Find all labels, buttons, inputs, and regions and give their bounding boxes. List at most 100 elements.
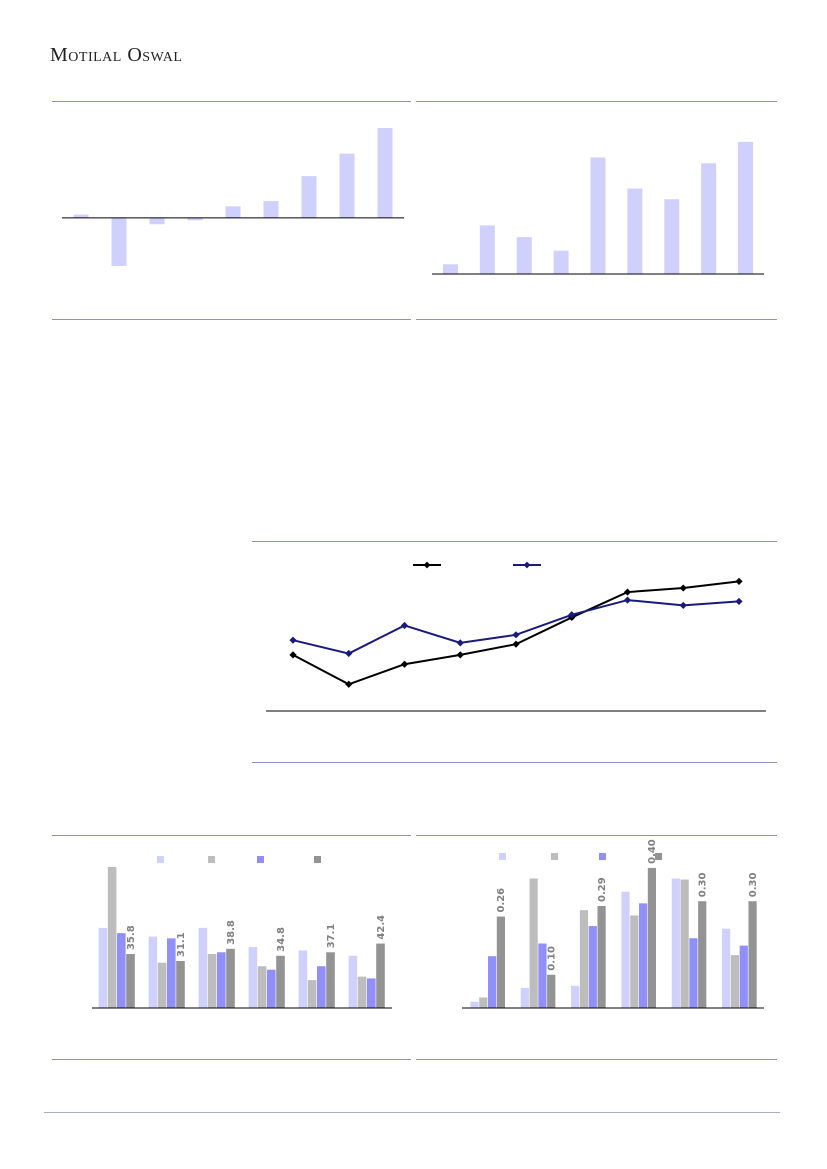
legend-swatch [499,853,506,860]
top-left-chart-top-rule [52,101,411,102]
bottom-right-chart-bottom-rule [416,1059,777,1060]
bar [307,980,317,1008]
bar [547,974,556,1008]
point [568,611,576,619]
legend-swatch [257,856,264,863]
bar [107,866,117,1008]
bar [671,878,680,1008]
bar [98,927,108,1008]
bar [627,188,643,274]
bar [157,962,167,1008]
legend-swatch [314,856,321,863]
top-right-chart-top-rule [416,101,777,102]
bar [198,927,208,1008]
bar [276,955,285,1008]
point [512,640,520,648]
legend-swatch [655,853,662,860]
bar [579,910,589,1008]
footer-rule [44,1112,780,1113]
bar [187,217,203,221]
bar [701,163,717,274]
bar [377,128,393,218]
bar [538,943,547,1008]
data-label: 31.1 [176,932,187,957]
bar [588,926,597,1008]
bar [111,217,127,266]
bar [149,217,165,225]
data-label: 38.8 [226,920,237,945]
data-label: 0.30 [748,873,759,898]
bar [571,985,580,1008]
bar [117,933,126,1008]
legend-marker [423,561,431,569]
bar [167,938,176,1008]
bar [479,225,495,274]
bar [339,153,355,218]
bar [664,199,680,274]
point [289,636,297,644]
line-chart-bottom-rule [252,762,777,763]
bar [698,901,707,1008]
bottom-left-chart-top-rule [52,835,411,836]
bar [301,176,317,218]
bar [226,948,235,1008]
bar [722,928,731,1008]
bar [529,878,538,1008]
bar [73,214,89,218]
bottom-right-chart-top-rule [416,835,777,836]
data-label: 42.4 [376,915,387,940]
point [345,680,353,688]
point [679,584,687,592]
bar [348,955,358,1008]
bar [590,157,606,274]
bar [647,867,656,1008]
point [735,597,743,606]
bar [176,960,185,1008]
legend-swatch [599,853,606,860]
line-chart-top-rule [252,541,777,542]
point [289,651,297,659]
point [623,596,632,604]
bar [263,201,279,218]
logo: Motilal Oswal [50,44,183,66]
bar [630,915,639,1008]
point [679,601,687,610]
bar [738,141,754,274]
bar [689,938,698,1008]
bar [217,952,226,1008]
bar [207,954,217,1008]
data-label: 0.29 [597,877,608,902]
bar [248,947,258,1008]
bar [267,969,276,1008]
bar [126,954,135,1008]
data-label: 35.8 [126,925,137,950]
point [735,577,743,585]
bar [148,936,158,1008]
point [456,651,464,659]
bar [597,905,606,1008]
data-label: 0.30 [698,873,709,898]
bar [442,264,458,274]
data-label: 37.1 [326,924,337,949]
data-label: 34.8 [276,927,287,952]
bar [376,943,385,1008]
bar [317,966,326,1008]
bar [479,997,488,1008]
bar [470,1001,479,1008]
bar [639,903,648,1008]
bar [357,976,367,1008]
bottom-left-chart-bottom-rule [52,1059,411,1060]
data-label: 0.40 [647,839,658,864]
bar [680,879,689,1008]
legend-swatch [551,853,558,860]
point [400,621,409,630]
bar [553,250,569,274]
bar [621,891,630,1008]
bar [496,916,505,1008]
bar [326,952,335,1008]
bar [730,955,740,1008]
data-label: 0.10 [547,946,558,971]
